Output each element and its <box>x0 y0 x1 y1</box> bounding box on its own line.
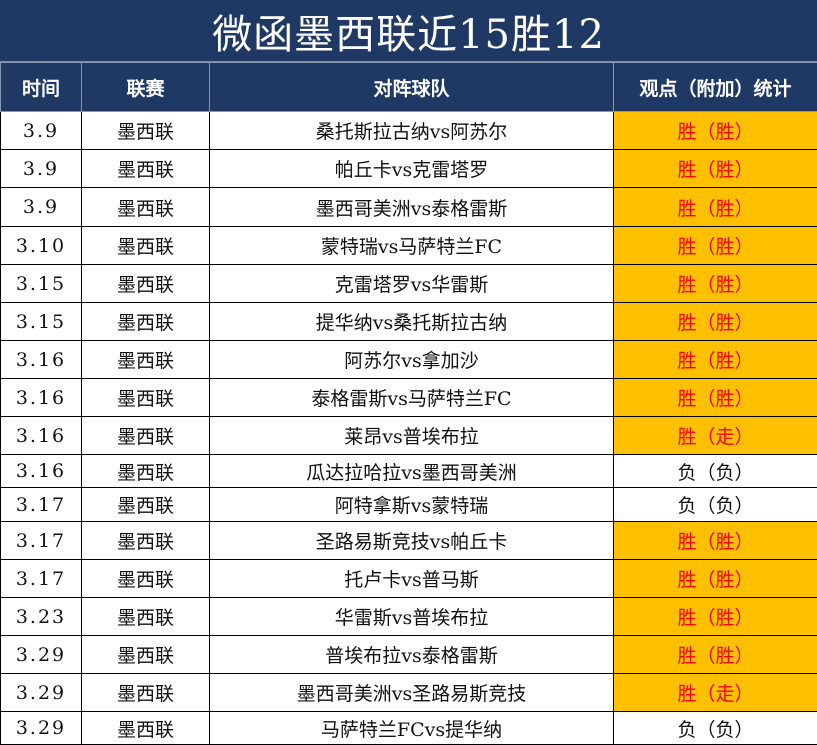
cell-result: 胜（胜） <box>614 265 817 303</box>
cell-league: 墨西联 <box>82 488 210 522</box>
cell-match: 马萨特兰FCvs提华纳 <box>210 712 614 745</box>
cell-match: 瓜达拉哈拉vs墨西哥美洲 <box>210 455 614 488</box>
cell-league: 墨西联 <box>82 188 210 227</box>
cell-match: 蒙特瑞vs马萨特兰FC <box>210 227 614 265</box>
cell-result: 胜（胜） <box>614 303 817 341</box>
header-league: 联赛 <box>82 63 210 112</box>
cell-result: 负（负） <box>614 455 817 488</box>
cell-result: 胜（胜） <box>614 112 817 150</box>
cell-result: 胜（胜） <box>614 522 817 560</box>
cell-time: 3.15 <box>1 265 82 303</box>
cell-result: 负（负） <box>614 712 817 745</box>
cell-result: 胜（胜） <box>614 598 817 636</box>
cell-time: 3.10 <box>1 227 82 265</box>
cell-time: 3.29 <box>1 674 82 712</box>
cell-league: 墨西联 <box>82 227 210 265</box>
cell-match: 莱昂vs普埃布拉 <box>210 417 614 455</box>
cell-result: 胜（胜） <box>614 341 817 379</box>
cell-match: 克雷塔罗vs华雷斯 <box>210 265 614 303</box>
cell-time: 3.29 <box>1 636 82 674</box>
cell-result: 胜（胜） <box>614 227 817 265</box>
cell-match: 提华纳vs桑托斯拉古纳 <box>210 303 614 341</box>
cell-league: 墨西联 <box>82 674 210 712</box>
cell-league: 墨西联 <box>82 303 210 341</box>
page-title: 微函墨西联近15胜12 <box>0 0 817 62</box>
cell-time: 3.16 <box>1 379 82 417</box>
cell-match: 圣路易斯竞技vs帕丘卡 <box>210 522 614 560</box>
cell-league: 墨西联 <box>82 636 210 674</box>
cell-result: 胜（胜） <box>614 560 817 598</box>
cell-result: 胜（胜） <box>614 636 817 674</box>
header-match: 对阵球队 <box>210 63 614 112</box>
cell-match: 帕丘卡vs克雷塔罗 <box>210 150 614 188</box>
cell-time: 3.9 <box>1 150 82 188</box>
cell-time: 3.17 <box>1 522 82 560</box>
cell-league: 墨西联 <box>82 112 210 150</box>
header-result: 观点（附加）统计 <box>614 63 817 112</box>
cell-match: 桑托斯拉古纳vs阿苏尔 <box>210 112 614 150</box>
cell-result: 胜（走） <box>614 417 817 455</box>
cell-league: 墨西联 <box>82 560 210 598</box>
cell-match: 泰格雷斯vs马萨特兰FC <box>210 379 614 417</box>
cell-result: 胜（走） <box>614 674 817 712</box>
cell-time: 3.9 <box>1 188 82 227</box>
cell-time: 3.16 <box>1 341 82 379</box>
cell-league: 墨西联 <box>82 712 210 745</box>
cell-result: 胜（胜） <box>614 150 817 188</box>
cell-time: 3.16 <box>1 455 82 488</box>
cell-league: 墨西联 <box>82 341 210 379</box>
cell-time: 3.16 <box>1 417 82 455</box>
header-time: 时间 <box>1 63 82 112</box>
header-row: 时间 联赛 对阵球队 观点（附加）统计 <box>1 63 817 112</box>
cell-match: 阿特拿斯vs蒙特瑞 <box>210 488 614 522</box>
cell-league: 墨西联 <box>82 455 210 488</box>
cell-league: 墨西联 <box>82 265 210 303</box>
cell-time: 3.17 <box>1 560 82 598</box>
cell-match: 托卢卡vs普马斯 <box>210 560 614 598</box>
cell-time: 3.23 <box>1 598 82 636</box>
cell-league: 墨西联 <box>82 522 210 560</box>
cell-match: 墨西哥美洲vs圣路易斯竞技 <box>210 674 614 712</box>
cell-league: 墨西联 <box>82 598 210 636</box>
cell-time: 3.15 <box>1 303 82 341</box>
cell-league: 墨西联 <box>82 379 210 417</box>
cell-result: 胜（胜） <box>614 188 817 227</box>
cell-match: 阿苏尔vs拿加沙 <box>210 341 614 379</box>
cell-match: 普埃布拉vs泰格雷斯 <box>210 636 614 674</box>
cell-result: 负（负） <box>614 488 817 522</box>
cell-match: 华雷斯vs普埃布拉 <box>210 598 614 636</box>
cell-league: 墨西联 <box>82 150 210 188</box>
cell-time: 3.9 <box>1 112 82 150</box>
cell-time: 3.17 <box>1 488 82 522</box>
cell-match: 墨西哥美洲vs泰格雷斯 <box>210 188 614 227</box>
cell-time: 3.29 <box>1 712 82 745</box>
cell-league: 墨西联 <box>82 417 210 455</box>
cell-result: 胜（胜） <box>614 379 817 417</box>
